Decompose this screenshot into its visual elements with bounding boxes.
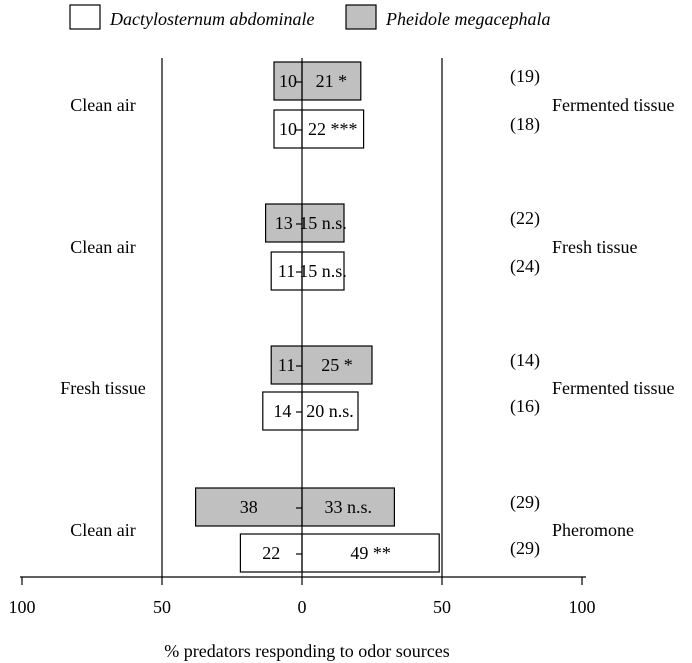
bar — [270, 251, 345, 291]
bar-value-left: 14 — [273, 401, 291, 421]
right-odor-label: Pheromone — [552, 520, 634, 540]
x-tick-label: 50 — [153, 597, 171, 617]
bar — [273, 109, 365, 149]
bar — [270, 345, 373, 385]
bar — [195, 487, 396, 527]
bar-value-right: 15 n.s. — [299, 213, 347, 233]
left-odor-label: Clean air — [70, 95, 135, 115]
right-odor-label: Fresh tissue — [552, 237, 638, 257]
legend-label-pheidole: Pheidole megacephala — [385, 9, 550, 29]
sample-size-label: (29) — [510, 538, 540, 559]
bar-value-right: 25 * — [321, 355, 353, 375]
plot-area: 10 21 * (19) 10 22 *** (18) Clean air Fermented… — [60, 58, 674, 577]
sample-size-label: (24) — [510, 256, 540, 277]
bar — [273, 61, 362, 101]
right-odor-label: Fermented tissue — [552, 378, 674, 398]
x-tick-label: 100 — [569, 597, 596, 617]
bar-value-left: 11 — [278, 355, 295, 375]
bar — [239, 533, 440, 573]
bar-value-right: 21 * — [316, 71, 348, 91]
bar-value-left: 11 — [278, 261, 295, 281]
bar-value-left: 38 — [240, 497, 258, 517]
sample-size-label: (16) — [510, 396, 540, 417]
legend: Dactylosternum abdominale Pheidole megac… — [69, 4, 550, 30]
bar — [262, 391, 359, 431]
left-odor-label: Clean air — [70, 237, 135, 257]
right-odor-label: Fermented tissue — [552, 95, 674, 115]
sample-size-label: (22) — [510, 208, 540, 229]
x-tick-label: 50 — [433, 597, 451, 617]
sample-size-label: (29) — [510, 492, 540, 513]
bar-value-right: 49 ** — [350, 543, 391, 563]
bar-value-right: 20 n.s. — [306, 401, 354, 421]
x-axis-title: % predators responding to odor sources — [164, 641, 449, 661]
left-odor-label: Fresh tissue — [60, 378, 146, 398]
x-tick-label: 100 — [9, 597, 36, 617]
bar-value-right: 15 n.s. — [299, 261, 347, 281]
sample-size-label: (18) — [510, 114, 540, 135]
bar-value-left: 10 — [279, 119, 297, 139]
legend-swatch-pheidole — [345, 4, 377, 30]
legend-label-dactylosternum: Dactylosternum abdominale — [109, 9, 314, 29]
sample-size-label: (19) — [510, 66, 540, 87]
sample-size-label: (14) — [510, 350, 540, 371]
bar-value-right: 22 *** — [308, 119, 358, 139]
bar-value-left: 10 — [279, 71, 297, 91]
bar — [265, 203, 345, 243]
bar-value-right: 33 n.s. — [324, 497, 372, 517]
bar-value-left: 13 — [275, 213, 293, 233]
legend-swatch-dactylosternum — [69, 4, 101, 30]
left-odor-label: Clean air — [70, 520, 135, 540]
x-axis: 100 50 0 50 100 — [9, 576, 596, 617]
bar-value-left: 22 — [262, 543, 280, 563]
x-tick-label: 0 — [298, 597, 307, 617]
